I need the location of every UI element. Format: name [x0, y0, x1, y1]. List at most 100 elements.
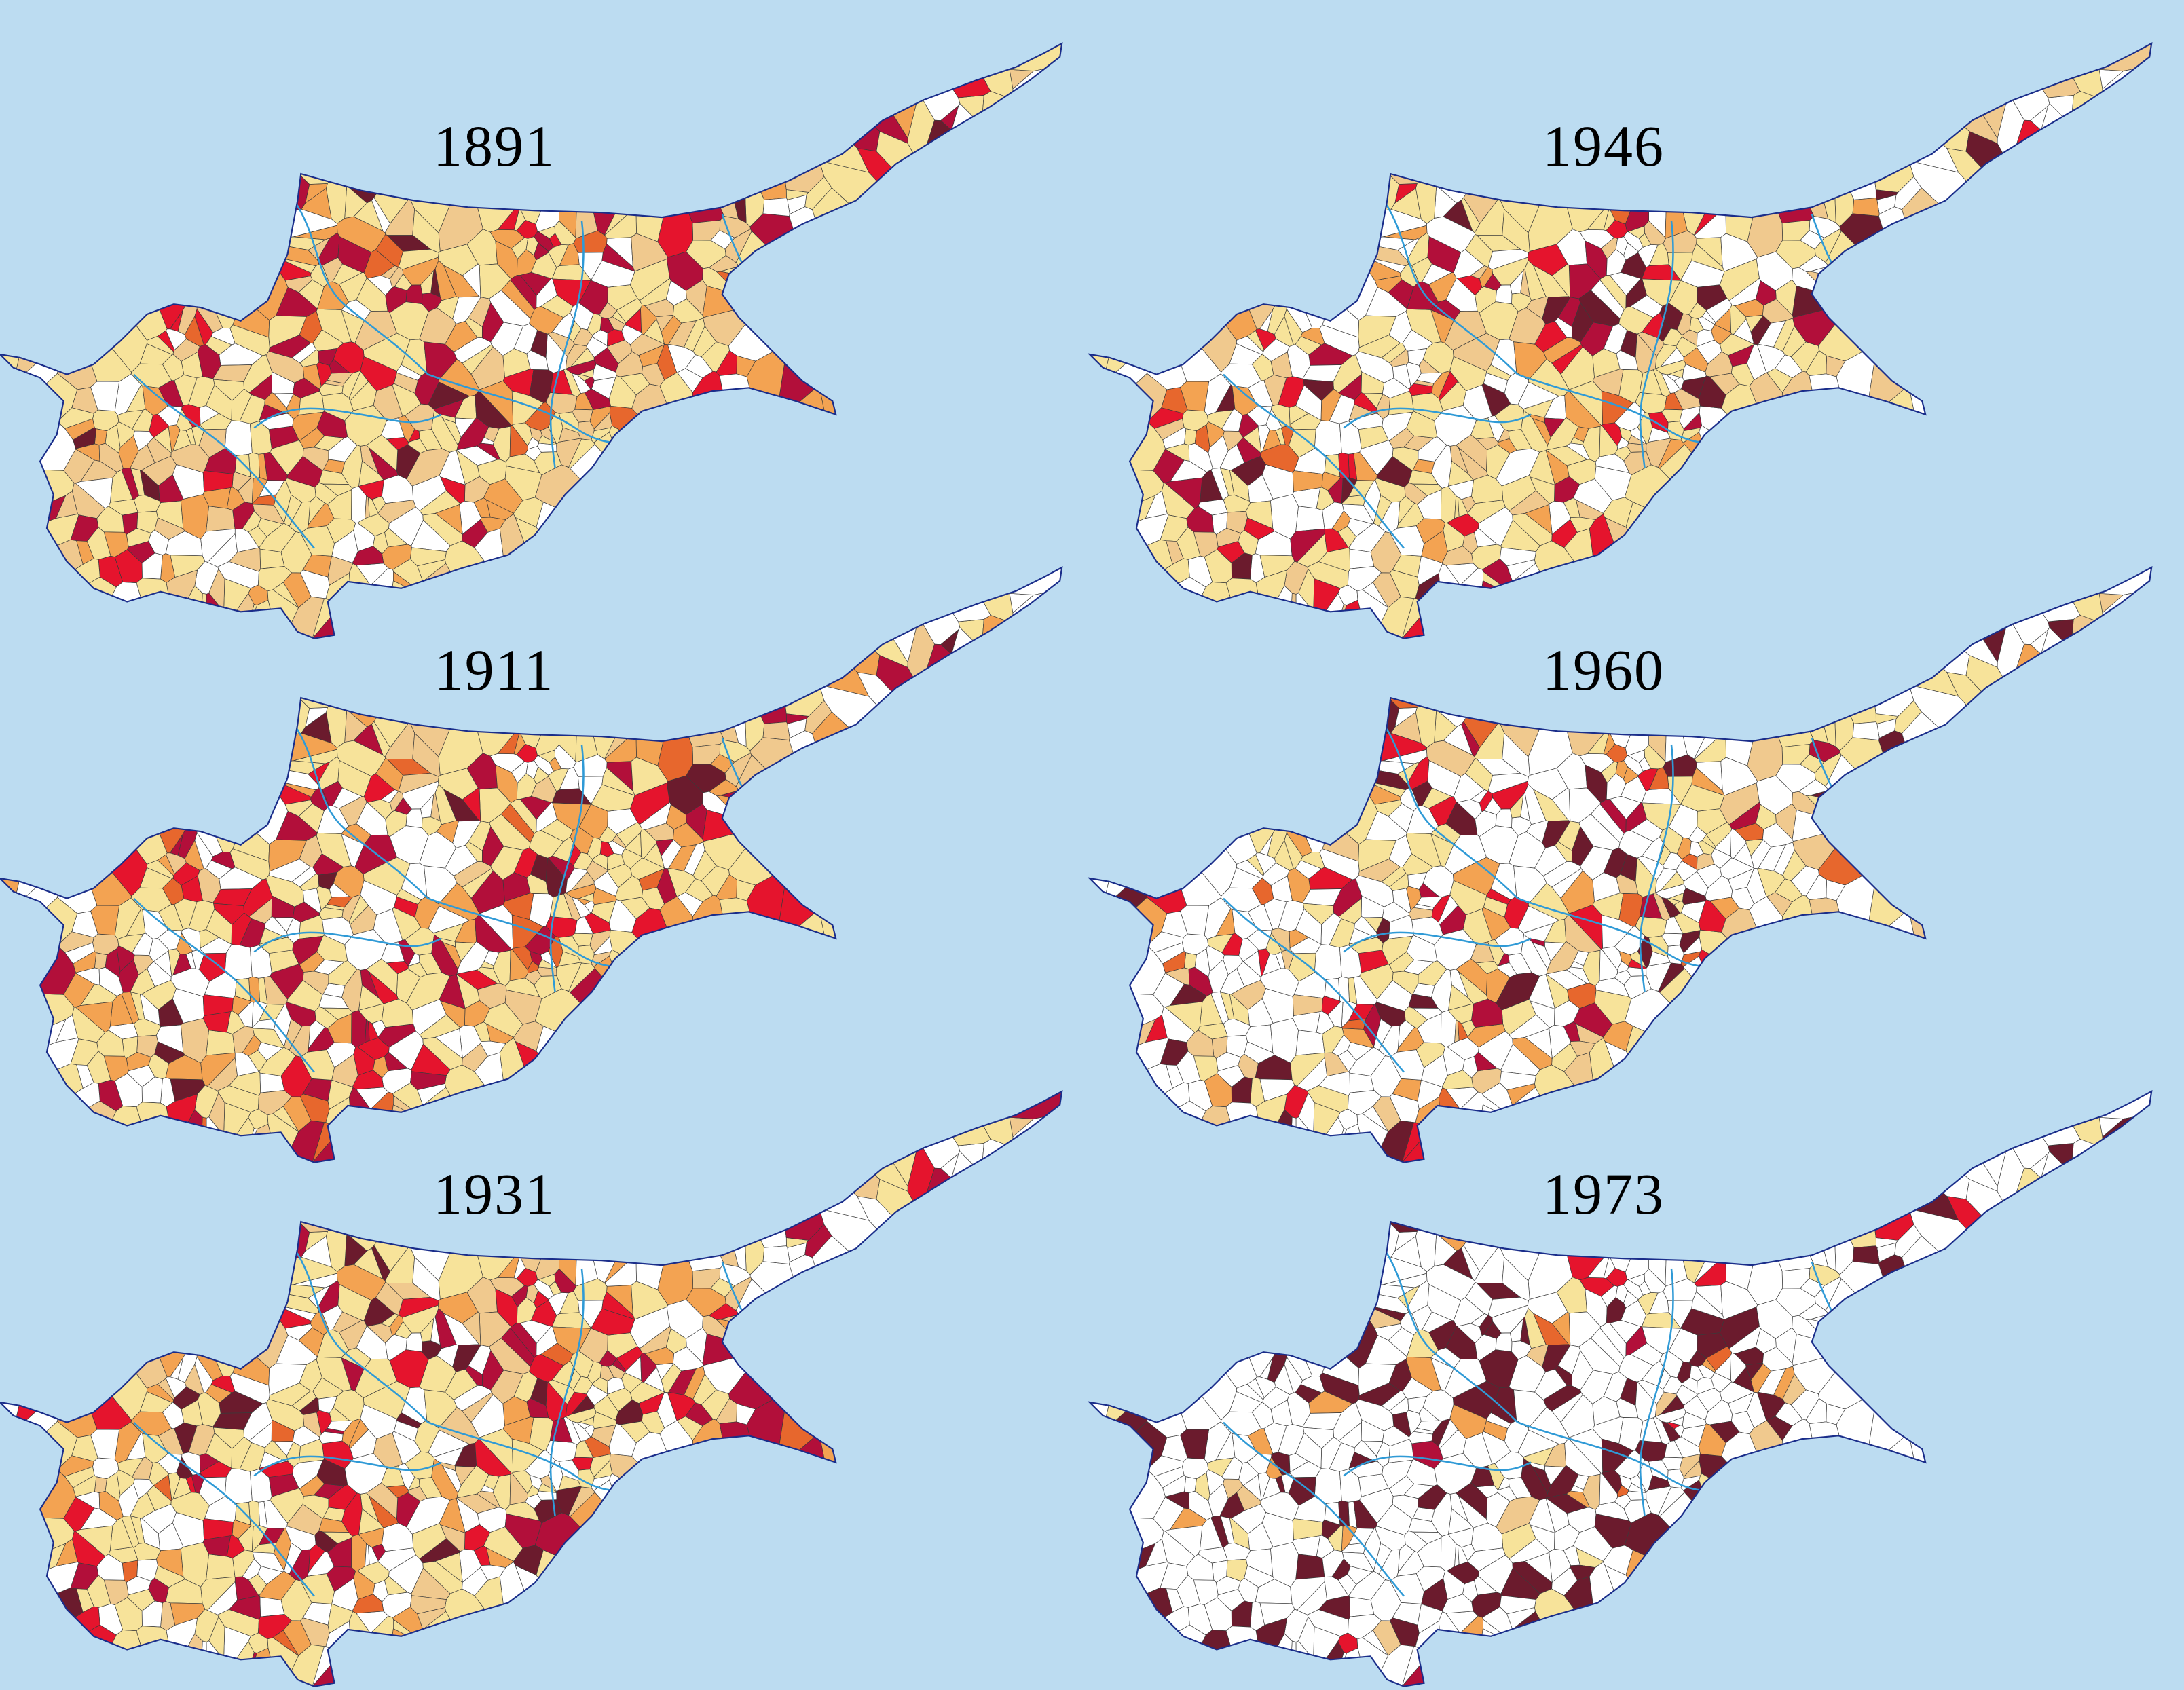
village-cell [525, 1494, 542, 1509]
village-cell [529, 1475, 542, 1490]
village-cell [2071, 43, 2152, 71]
village-cell [1760, 153, 1815, 224]
village-cell [253, 1165, 360, 1233]
village-cell [1551, 519, 1578, 548]
village-cell [1184, 428, 1197, 445]
village-cell [348, 371, 369, 401]
village-cell [1461, 721, 1481, 757]
village-cell [607, 1376, 625, 1395]
village-cell [422, 1611, 486, 1685]
village-cell [515, 1564, 583, 1638]
village-cell [368, 1544, 379, 1565]
village-cell [1342, 117, 1450, 185]
village-cell [0, 821, 33, 943]
village-cell [2007, 43, 2081, 98]
village-cell [609, 405, 682, 466]
village-cell [368, 1020, 379, 1041]
village-cell [476, 966, 501, 984]
village-cell [440, 1000, 466, 1028]
village-cell [1365, 1304, 1406, 1321]
district-boundary [293, 200, 429, 375]
village-cell [794, 627, 870, 697]
village-cell [1407, 1396, 1427, 1414]
village-cell [1303, 1427, 1334, 1449]
village-cell [1557, 1345, 1581, 1375]
village-cell [90, 905, 120, 936]
village-cell [1221, 409, 1243, 432]
village-cell [2041, 626, 2109, 708]
village-cell [575, 162, 598, 239]
village-cell [1332, 652, 1400, 745]
village-cell [1566, 443, 1591, 460]
village-cell [419, 1355, 456, 1393]
village-cell [563, 369, 581, 397]
village-cell [794, 1151, 870, 1221]
year-label-1931: 1931 [433, 1161, 555, 1226]
village-cell [1411, 1531, 1443, 1544]
village-cell [1242, 1474, 1262, 1501]
village-cell [368, 496, 379, 517]
village-cell [253, 641, 360, 709]
village-cell [1746, 344, 1767, 381]
village-cell [1773, 842, 1795, 876]
village-cell [578, 804, 608, 839]
village-cell [73, 1475, 97, 1497]
village-cell [154, 1565, 185, 1588]
village-cell [1818, 825, 1895, 886]
village-cell [462, 1566, 488, 1596]
village-cell [1551, 1043, 1578, 1072]
village-cell [1289, 405, 1309, 425]
village-cell [1884, 627, 1959, 697]
village-cell [197, 344, 221, 379]
village-cell [1623, 1279, 1644, 1300]
village-cell [1220, 1516, 1235, 1544]
village-cell [322, 1007, 353, 1020]
village-cell [1623, 755, 1644, 776]
village-cell [1833, 1202, 1855, 1275]
village-cell [1473, 1628, 1530, 1687]
district-boundary [1639, 744, 1674, 992]
village-cell [1188, 443, 1213, 473]
village-cell [1599, 1472, 1618, 1505]
village-cell [1603, 207, 1616, 231]
coastline [1087, 566, 2153, 1163]
village-cell [670, 1201, 725, 1272]
village-cell [529, 951, 542, 966]
village-cell [743, 678, 765, 751]
village-cell [1630, 1342, 1663, 1366]
village-cell [153, 1474, 172, 1501]
village-cell [114, 1073, 143, 1107]
village-cell [299, 951, 325, 973]
village-cell [1523, 1446, 1554, 1466]
village-cell [1826, 656, 1876, 724]
village-cell [228, 547, 261, 572]
village-cell [419, 831, 456, 869]
village-cell [1594, 466, 1632, 501]
village-cell [1509, 831, 1546, 869]
village-cell [1270, 351, 1293, 379]
cyprus-map-1911 [0, 566, 1063, 1163]
village-cell [94, 428, 107, 445]
village-cell [1705, 1346, 1733, 1371]
village-cell [743, 1202, 765, 1275]
village-cell [2041, 102, 2109, 184]
village-cell [1551, 1566, 1578, 1596]
village-cell [490, 322, 524, 356]
village-cell [1382, 411, 1413, 441]
village-cell [1406, 1410, 1422, 1435]
village-cell [199, 1453, 219, 1473]
village-cell [440, 476, 466, 504]
village-cell [743, 154, 765, 227]
village-cell [509, 948, 528, 981]
village-cell [1818, 301, 1895, 362]
village-cell [184, 316, 204, 347]
village-cell [1773, 318, 1795, 352]
village-cell [1461, 197, 1481, 233]
village-cell [1594, 990, 1632, 1025]
village-cell [0, 1345, 33, 1467]
village-cell [500, 803, 535, 843]
village-cell [316, 886, 332, 911]
village-cell [1773, 1366, 1795, 1400]
village-cell [1733, 1366, 1755, 1393]
village-cell [181, 1399, 203, 1427]
